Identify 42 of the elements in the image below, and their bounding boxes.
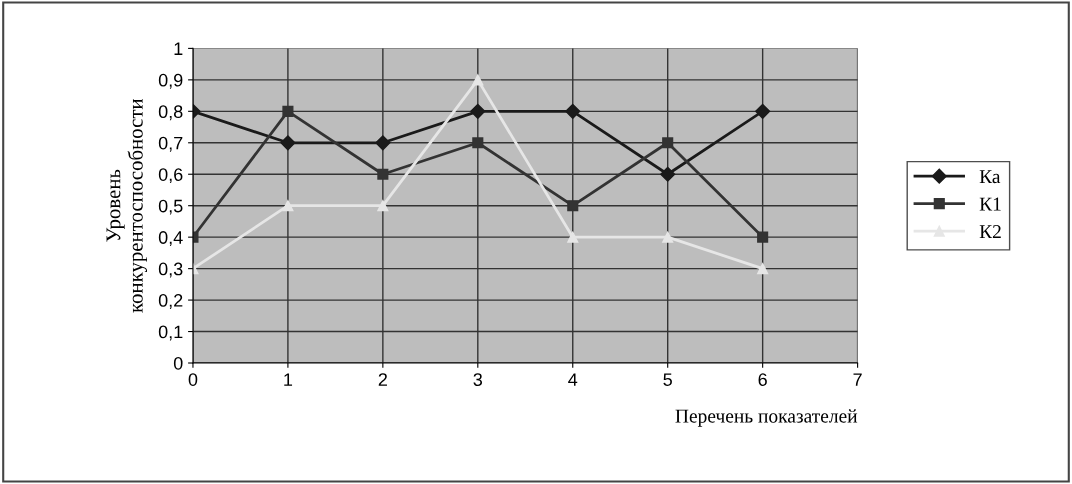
point: [280, 135, 296, 151]
point: [662, 231, 674, 243]
point: [472, 74, 484, 86]
legend-label: Ка: [979, 170, 1001, 184]
point: [282, 105, 294, 117]
y-tick-label: 0: [173, 356, 183, 370]
y-tick-label: 0,7: [158, 136, 183, 152]
point: [377, 200, 389, 212]
point: [755, 103, 771, 119]
y-tick-label: 0,4: [158, 231, 183, 247]
point: [375, 135, 391, 151]
x-tick-label: 6: [758, 373, 767, 386]
point: [757, 263, 769, 275]
x-tick-label: 3: [473, 373, 483, 386]
legend-label: К2: [979, 225, 1001, 238]
y-tick-label: 0,5: [158, 199, 183, 215]
point: [757, 231, 769, 243]
x-tick-label: 4: [568, 373, 578, 386]
x-axis-title: Перечень показателей: [675, 409, 858, 427]
x-tick-label: 7: [853, 373, 862, 386]
x-tick-label: 5: [663, 373, 672, 386]
y-tick-label: 0,9: [158, 73, 183, 89]
y-tick-label: 0,1: [158, 325, 183, 341]
point: [567, 200, 579, 212]
y-tick-label: 0,3: [158, 262, 183, 278]
point: [470, 103, 486, 119]
point: [662, 137, 674, 149]
y-tick-label: 1: [174, 42, 183, 55]
x-tick-label: 2: [378, 373, 387, 386]
y-axis-title: Уровень конкурентоспособности: [106, 98, 148, 313]
point: [660, 166, 676, 182]
y-tick-label: 0,6: [158, 168, 183, 184]
point: [472, 137, 484, 149]
x-tick-label: 0: [188, 373, 198, 386]
point: [567, 231, 579, 243]
point: [377, 168, 389, 180]
point: [282, 200, 294, 212]
point: [565, 103, 581, 119]
y-tick-label: 0,8: [158, 105, 183, 121]
legend-label: К1: [979, 197, 1001, 211]
x-tick-label: 1: [284, 373, 293, 386]
y-tick-label: 0,2: [158, 294, 183, 309]
